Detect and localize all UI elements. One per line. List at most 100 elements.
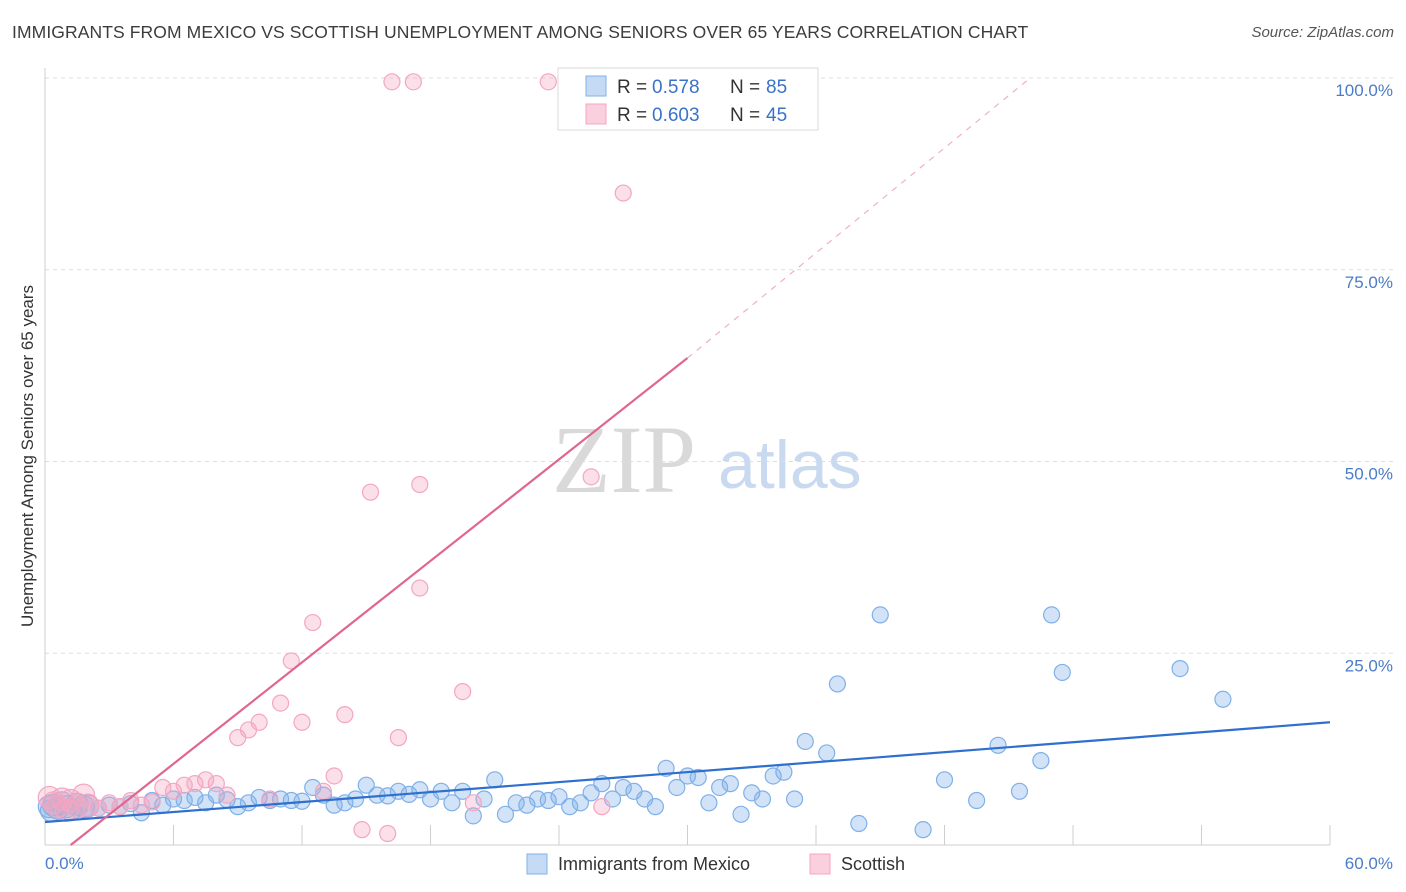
mexico-point-90 — [1214, 690, 1232, 708]
mexico-point-71 — [743, 784, 761, 802]
scottish-point-28 — [293, 713, 311, 731]
mexico-point-62 — [646, 798, 664, 816]
scottish-point-45 — [593, 798, 611, 816]
scottish-point-26 — [271, 694, 290, 712]
mexico-point-83 — [968, 791, 986, 810]
mexico-point-50 — [518, 796, 536, 814]
scottish-point-44 — [582, 468, 600, 486]
mexico-point-45 — [464, 807, 482, 825]
mexico-point-85 — [1010, 782, 1029, 800]
trendlines — [44, 77, 1331, 846]
scottish-point-24 — [250, 713, 268, 731]
mexico-point-63 — [657, 759, 675, 777]
mexico-point-68 — [711, 778, 729, 797]
legend-r-label-scottish: R = — [617, 105, 647, 126]
mexico-point-54 — [561, 798, 579, 816]
scottish-point-13 — [132, 796, 150, 814]
scottish-point-21 — [218, 786, 236, 804]
bottom-legend-swatch-scottish — [809, 853, 831, 875]
legend-r-value-scottish: 0.603 — [652, 105, 700, 126]
scottish-point-40 — [411, 475, 429, 494]
x-tick-label-min: 0.0% — [45, 854, 84, 873]
x-tick-label-max: 60.0% — [1345, 854, 1393, 873]
scottish-point-19 — [197, 771, 215, 789]
mexico-point-32 — [325, 796, 343, 814]
bottom-legend-mexico: Immigrants from Mexico — [558, 854, 750, 874]
scottish-point-34 — [361, 483, 380, 501]
mexico-point-43 — [443, 794, 461, 812]
series-scottish-points — [37, 73, 654, 843]
mexico-point-77 — [818, 744, 836, 762]
scottish-point-46 — [614, 184, 632, 202]
legend-n-value-scottish: 45 — [766, 105, 787, 126]
mexico-point-52 — [539, 791, 557, 810]
mexico-point-79 — [850, 814, 868, 833]
mexico-point-67 — [700, 794, 718, 812]
mexico-point-78 — [828, 675, 847, 693]
legend-swatch-mexico — [585, 75, 607, 97]
y-tick-label-2: 75.0% — [1345, 273, 1393, 292]
mexico-point-51 — [528, 790, 547, 808]
y-axis-label: Unemployment Among Seniors over 65 years — [18, 285, 37, 627]
legend-r-value-mexico: 0.578 — [652, 77, 700, 98]
mexico-point-48 — [496, 805, 515, 823]
mexico-point-80 — [871, 606, 889, 624]
y-tick-label-0: 25.0% — [1345, 656, 1393, 675]
mexico-point-55 — [571, 794, 590, 812]
source-note: Source: ZipAtlas.com — [1251, 24, 1394, 41]
scottish-point-38 — [404, 73, 422, 91]
gridlines — [45, 77, 1395, 654]
mexico-point-35 — [357, 776, 375, 794]
mexico-point-84 — [989, 736, 1007, 754]
legend-r-label-mexico: R = — [617, 77, 647, 98]
mexico-point-74 — [775, 763, 793, 781]
mexico-point-47 — [486, 771, 504, 789]
scottish-point-29 — [304, 613, 322, 632]
scottish-point-39 — [411, 579, 429, 597]
mexico-point-44 — [454, 782, 472, 800]
legend-n-label-scottish: N = — [730, 105, 760, 126]
scottish-point-30 — [314, 782, 333, 800]
scottish-point-12 — [122, 791, 140, 810]
scottish-point-14 — [143, 793, 161, 811]
series-mexico-points — [37, 606, 1232, 839]
mexico-point-76 — [796, 732, 814, 751]
mexico-point-72 — [753, 790, 772, 808]
mexico-point-19 — [186, 788, 204, 807]
mexico-point-69 — [721, 775, 739, 793]
series-legend: Immigrants from Mexico Scottish — [526, 853, 905, 875]
mexico-point-86 — [1032, 752, 1050, 770]
mexico-point-89 — [1171, 659, 1189, 678]
tick-labels: 25.0% 50.0% 75.0% 100.0% 0.0% 60.0% — [45, 81, 1393, 873]
legend-n-label-mexico: N = — [730, 77, 760, 98]
legend-swatch-scottish — [585, 103, 607, 125]
scottish-point-37 — [383, 73, 401, 91]
scottish-point-42 — [464, 794, 482, 812]
scottish-point-25 — [261, 790, 279, 808]
mexico-point-53 — [550, 788, 568, 806]
scottish-point-43 — [539, 73, 557, 91]
trendline-scottish — [70, 357, 689, 846]
scottish-point-8 — [76, 793, 100, 817]
mexico-point-64 — [668, 778, 686, 797]
scottish-point-35 — [379, 824, 397, 843]
y-tick-label-3: 100.0% — [1335, 81, 1393, 100]
mexico-point-81 — [914, 821, 932, 839]
chart-title: IMMIGRANTS FROM MEXICO VS SCOTTISH UNEMP… — [12, 22, 1029, 42]
scottish-point-17 — [175, 776, 193, 794]
scottish-point-41 — [454, 682, 472, 701]
trendline-scottish-extension — [687, 77, 1031, 359]
mexico-point-70 — [732, 805, 750, 823]
mexico-point-82 — [935, 771, 954, 789]
scottish-point-18 — [186, 775, 204, 793]
watermark-atlas: atlas — [718, 427, 862, 503]
scottish-point-10 — [100, 794, 118, 812]
mexico-point-59 — [614, 778, 632, 797]
scottish-point-33 — [353, 821, 371, 839]
scottish-point-9 — [89, 799, 108, 817]
trendline-mexico — [44, 721, 1331, 824]
mexico-point-73 — [764, 767, 782, 785]
mexico-point-87 — [1042, 606, 1061, 624]
bottom-legend-scottish: Scottish — [841, 854, 905, 874]
